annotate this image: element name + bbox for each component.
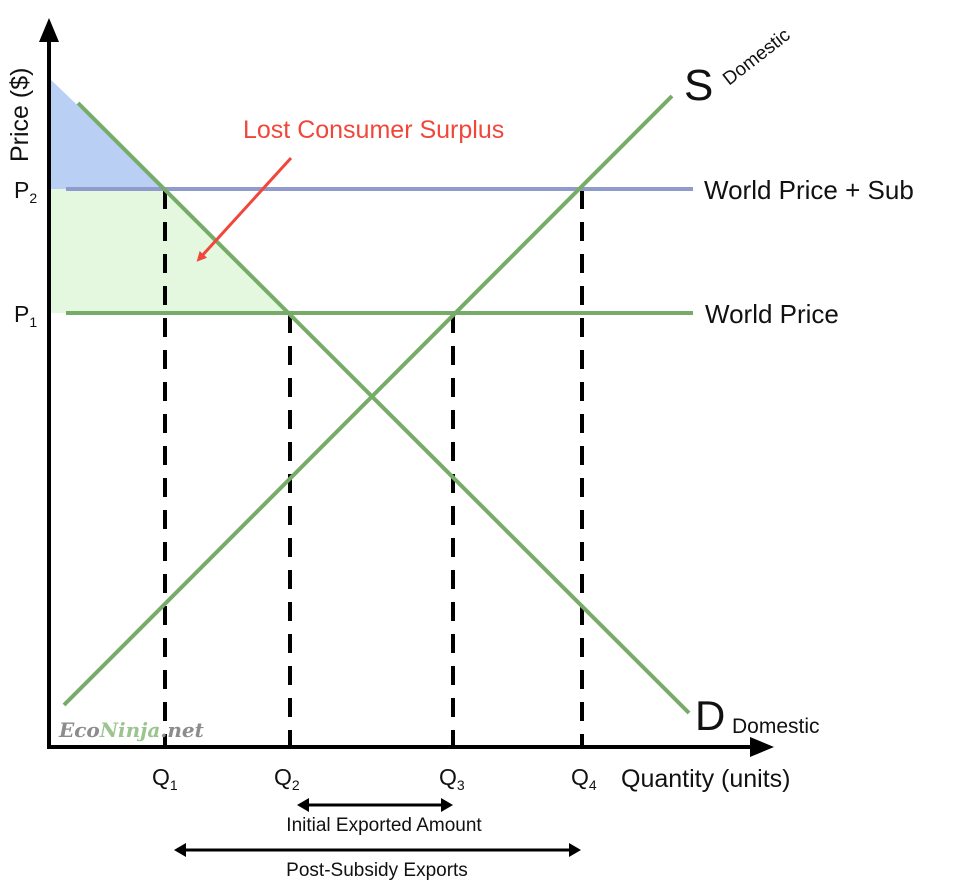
post-subsidy-exports-label: Post-Subsidy Exports [286, 860, 468, 881]
q4-label: Q4 [571, 764, 597, 793]
econinja-watermark: EcoNinja.net [58, 718, 205, 742]
domestic-supply-curve [62, 94, 674, 707]
lost-consumer-surplus-label: Lost Consumer Surplus [243, 116, 504, 144]
world-price-sub-label: World Price + Sub [704, 175, 914, 205]
remaining-consumer-surplus-area [49, 189, 290, 313]
x-axis-label: Quantity (units) [621, 765, 791, 793]
world-price-label: World Price [705, 299, 839, 329]
demand-label-main: D [695, 692, 725, 739]
lost-consumer-surplus-arrow [196, 156, 293, 262]
post-subsidy-exports-arrow [174, 843, 581, 857]
x-axis-arrow [750, 737, 774, 757]
supply-label-sub: Domestic [719, 25, 794, 90]
initial-exports-label: Initial Exported Amount [286, 815, 482, 836]
initial-exports-arrow [297, 798, 453, 812]
q3-label: Q3 [439, 764, 465, 793]
y-axis-arrow [39, 18, 59, 42]
domestic-demand-curve [76, 101, 691, 715]
q2-label: Q2 [274, 764, 300, 793]
y-axis-label: Price ($) [6, 68, 34, 162]
q1-label: Q1 [152, 764, 178, 793]
supply-label-main: S [684, 61, 713, 110]
p1-label: P1 [14, 301, 37, 330]
demand-label-sub: Domestic [732, 715, 820, 738]
p2-label: P2 [14, 177, 37, 206]
